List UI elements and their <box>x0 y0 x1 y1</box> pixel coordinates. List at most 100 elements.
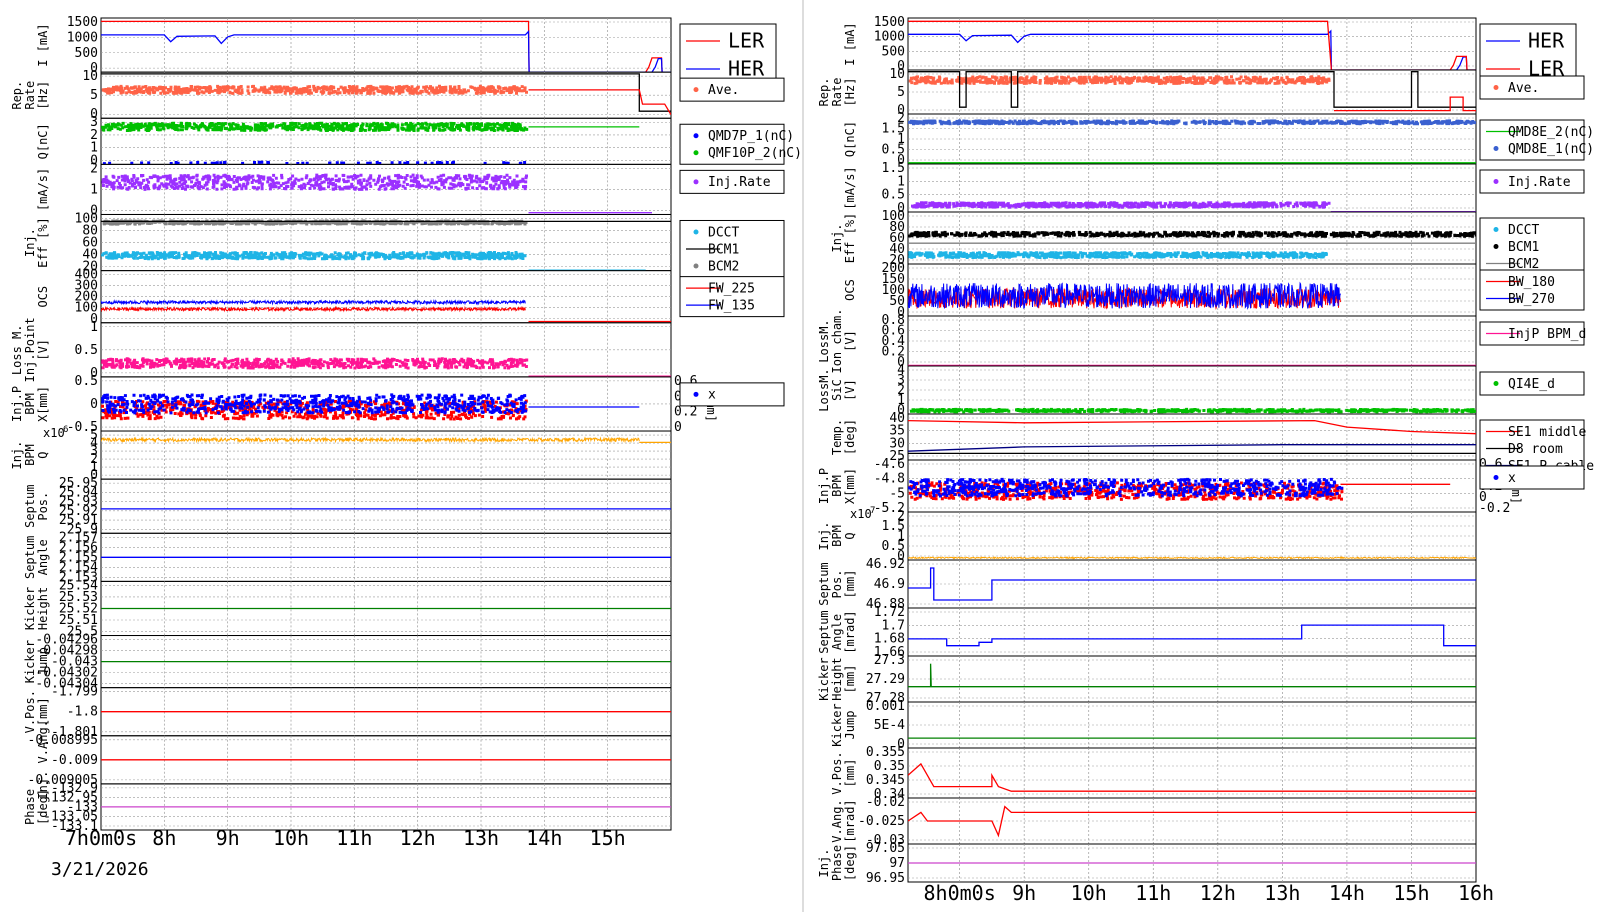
y-axis-label: Eff [%] <box>36 217 50 268</box>
legend-label: QI4E_d <box>1508 377 1555 392</box>
y-tick-label: 0.001 <box>866 699 905 714</box>
series-group <box>101 219 671 271</box>
legend-label: x <box>1508 471 1516 486</box>
series-scatter <box>101 357 529 370</box>
y-tick-label: 150 <box>882 272 905 287</box>
legend: BW_180 BW_270 <box>1479 269 1585 311</box>
y-tick-label: 10 <box>82 69 98 84</box>
legend: DCCT BCM1 BCM2 <box>679 219 785 278</box>
legend-label: BCM2 <box>1508 257 1539 272</box>
y-tick-label: 0.8 <box>882 313 905 328</box>
y-tick-label: -4.6 <box>874 457 905 472</box>
y-axis-label: Inj.P <box>10 386 24 422</box>
y-tick-label: 0 <box>897 549 905 564</box>
x-tick-label: 10h <box>1071 881 1107 905</box>
y-tick-label: 27.29 <box>866 672 905 687</box>
y-axis-label: Angle <box>830 614 844 650</box>
y-tick-label: 40 <box>889 411 905 426</box>
legend: DCCT BCM1 BCM2 <box>1479 217 1585 276</box>
legend-swatch <box>693 263 699 269</box>
y-tick-label: 2.155 <box>59 550 98 565</box>
legend-box <box>1479 269 1585 311</box>
y-tick-label: 1.7 <box>882 618 905 633</box>
legend-box <box>679 382 785 407</box>
y-tick-label: 2 <box>897 383 905 398</box>
y-tick-label: 0.35 <box>874 759 905 774</box>
y-tick-label: 80 <box>889 220 905 235</box>
series-band <box>908 281 1341 310</box>
y-tick-label: 1000 <box>874 30 905 45</box>
y-tick-label: 0.6 <box>882 324 905 339</box>
y-tick-label: 25.53 <box>59 590 98 605</box>
y-tick-label: -1.8 <box>67 705 98 720</box>
legend-label: DCCT <box>1508 223 1539 238</box>
y-axis-label: [mA/s] <box>843 166 857 209</box>
x-tick-label: 7h0m0s <box>65 826 137 850</box>
y-tick-label: 50 <box>889 294 905 309</box>
series-band <box>101 305 526 313</box>
y-tick-label: 100 <box>882 209 905 224</box>
legend: Ave. <box>1479 75 1585 100</box>
y-tick-label: 2 <box>897 509 905 524</box>
y-tick-label: 0.4 <box>882 334 906 349</box>
date-label: 3/21/2026 <box>51 859 149 880</box>
y-tick-label: -133.05 <box>43 809 98 824</box>
y-tick-label: 2.154 <box>59 560 98 575</box>
y-axis-label: Q <box>36 451 50 458</box>
y-tick-label: 0 <box>897 305 905 320</box>
series-group <box>101 173 652 214</box>
chart-panel: 10 5 0 Rep. Rate [Hz] Ave. <box>10 69 785 122</box>
y-axis-label: Inj. <box>10 441 24 470</box>
x-tick-label: 15h <box>590 826 626 850</box>
y-tick-label: 1 <box>90 182 98 197</box>
y-tick-label: 3 <box>90 444 98 459</box>
y-tick-label: -5 <box>889 486 905 501</box>
y-tick-label: 1.5 <box>882 122 905 137</box>
y-tick-label: 5 <box>90 428 98 443</box>
y-tick-label: 0 <box>90 61 98 76</box>
y-axis-label: Kicker <box>830 703 844 746</box>
legend-box <box>1479 75 1585 100</box>
y-tick-label: 0.355 <box>866 745 905 760</box>
x-tick-label: 10h <box>273 826 309 850</box>
legend: QI4E_d <box>1479 371 1585 396</box>
y-axis-label: OCS <box>36 286 50 308</box>
series-group <box>908 281 1341 310</box>
y-tick-label: 80 <box>82 224 98 239</box>
y-tick-label: -0.03 <box>866 833 905 848</box>
legend-label: HER <box>728 57 765 81</box>
y2-tick-label: 0 <box>1479 490 1487 505</box>
series-line <box>1334 96 1476 112</box>
y-axis-label: [V] <box>843 379 857 401</box>
series-group <box>908 71 1476 112</box>
y-tick-label: 1.5 <box>882 161 905 176</box>
y-tick-label: 0 <box>90 468 98 483</box>
legend-box <box>1479 371 1585 396</box>
y-axis-label: [deg] <box>843 845 857 881</box>
y-tick-label: 500 <box>75 46 98 61</box>
y-axis-label: Loss M. <box>10 325 24 376</box>
y-tick-label: 0 <box>897 403 905 418</box>
y-tick-label: 30 <box>889 436 905 451</box>
series-scatter <box>908 75 1331 85</box>
series-group <box>908 419 1476 455</box>
legend-swatch <box>1493 146 1499 151</box>
y-tick-label: -0.5 <box>67 420 98 435</box>
series-group <box>908 556 1476 560</box>
y-tick-label: -1.799 <box>51 685 98 700</box>
y-tick-label: 46.9 <box>874 577 905 592</box>
legend-swatch <box>1493 85 1499 90</box>
legend: Inj.Rate <box>1479 169 1585 194</box>
chart-panel: -0.02 -0.025 -0.03 V.Ang. [mrad] <box>830 795 1477 848</box>
y-tick-label: 0 <box>90 366 98 381</box>
y-tick-label: 0 <box>897 737 905 752</box>
legend: x <box>1479 465 1585 490</box>
legend-swatch <box>693 133 699 139</box>
y-tick-label: 0 <box>90 107 98 122</box>
y-axis-label: [mrad] <box>843 799 857 842</box>
